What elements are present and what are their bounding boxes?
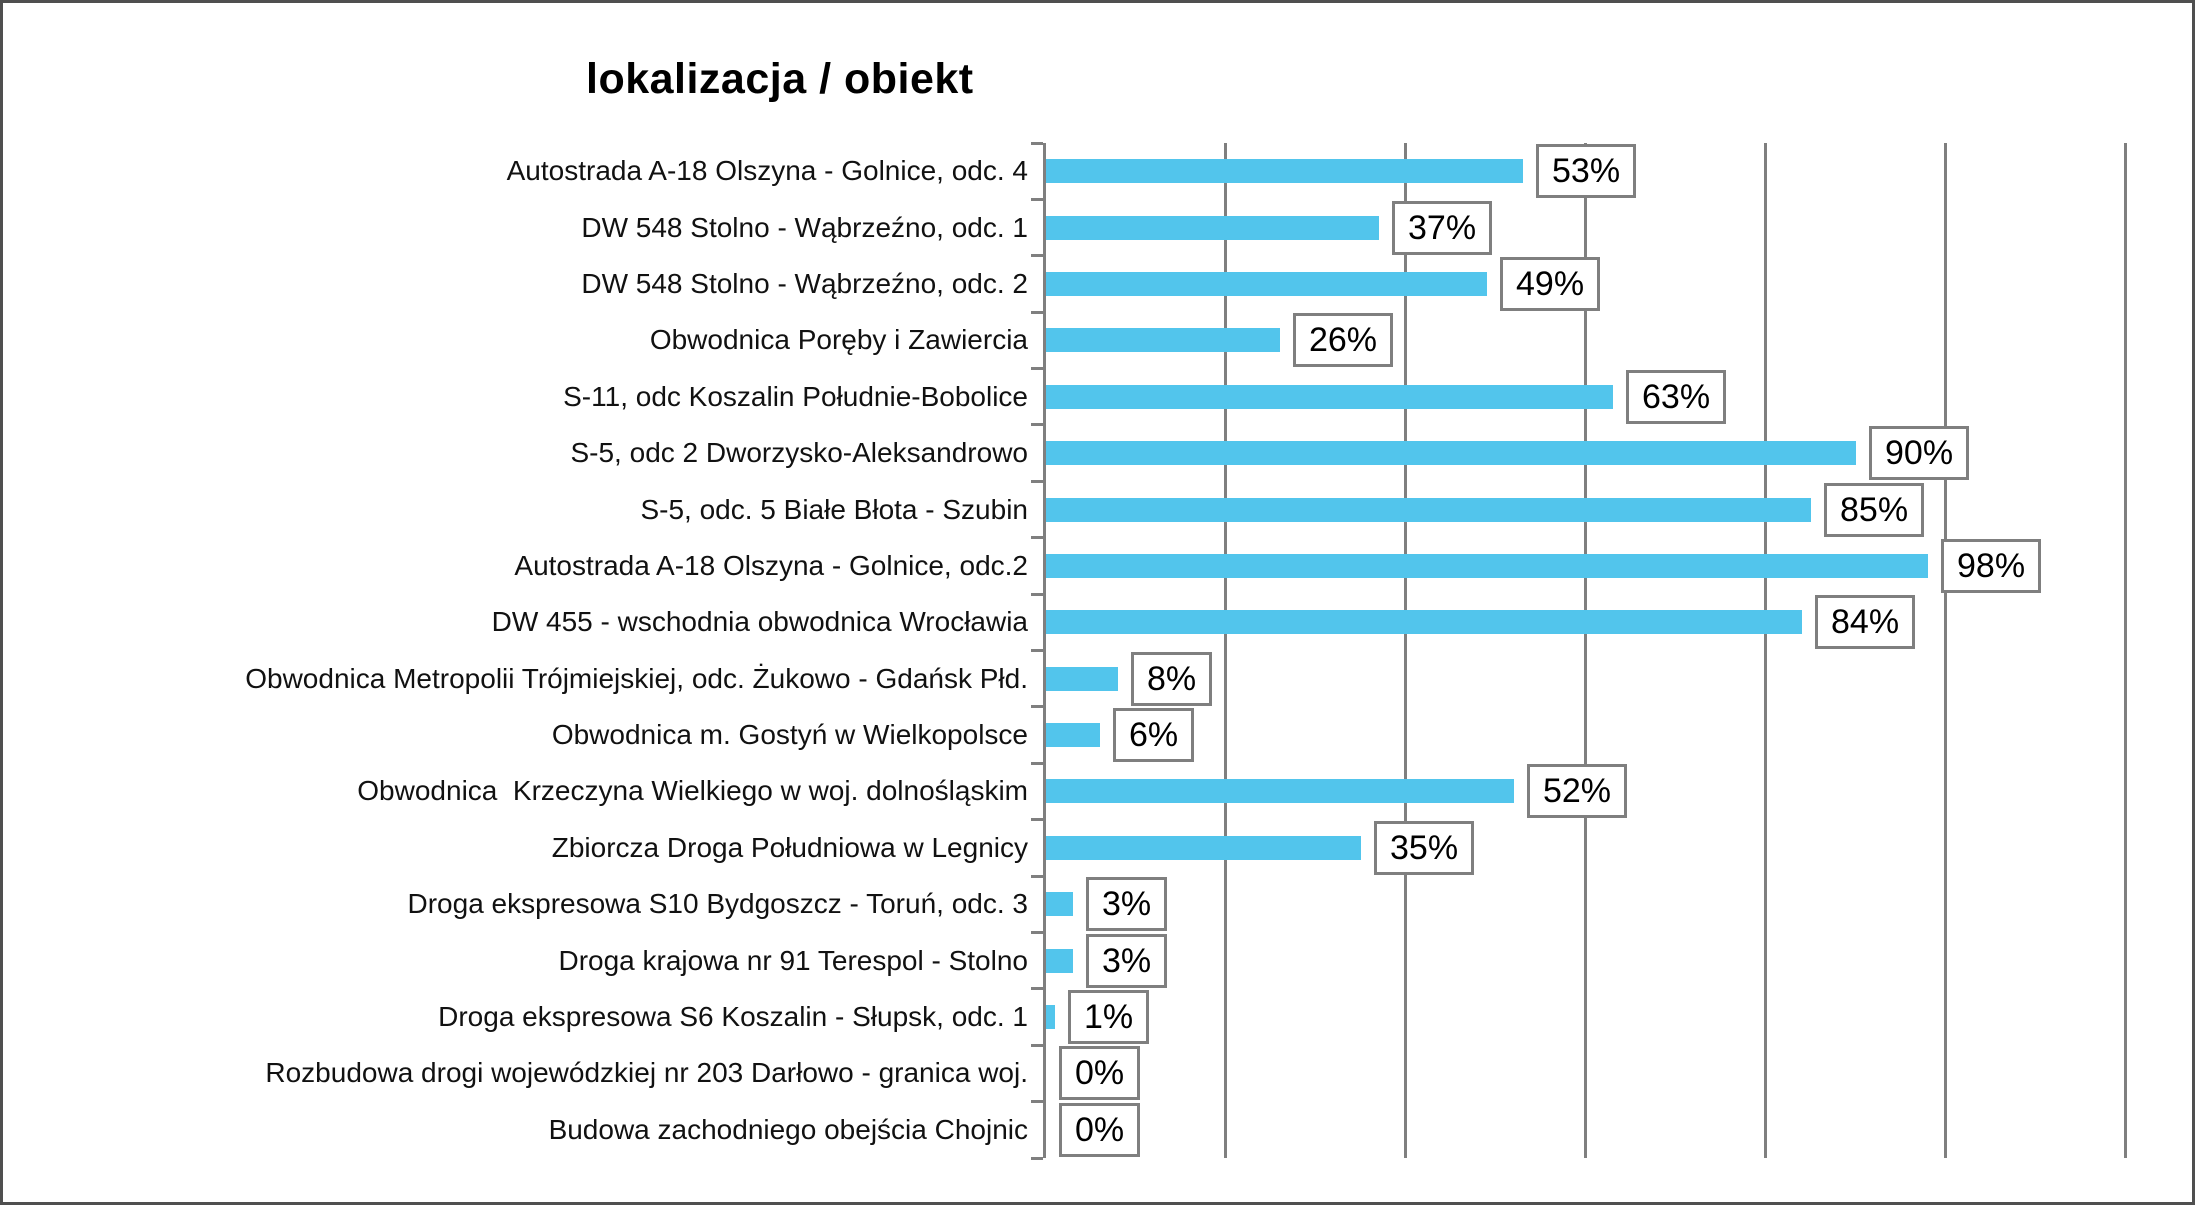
value-label: 85% (1824, 482, 1925, 537)
category-axis: Autostrada A-18 Olszyna - Golnice, odc. … (3, 143, 1028, 1158)
value-label: 35% (1374, 820, 1475, 875)
category-label: S-5, odc 2 Dworzysko-Aleksandrowo (570, 437, 1028, 469)
category-label: DW 455 - wschodnia obwodnica Wrocławia (491, 606, 1028, 638)
axis-tick (1031, 254, 1043, 258)
axis-tick (1031, 705, 1043, 709)
value-label: 0% (1059, 1102, 1141, 1157)
axis-tick (1031, 818, 1043, 822)
category-label: DW 548 Stolno - Wąbrzeźno, odc. 2 (581, 267, 1028, 299)
axis-tick (1031, 479, 1043, 483)
chart-title: lokalizacja / obiekt (586, 55, 974, 103)
bar (1046, 723, 1100, 748)
axis-tick (1031, 1156, 1043, 1160)
category-label: Autostrada A-18 Olszyna - Golnice, odc. … (506, 155, 1028, 187)
axis-tick (1031, 1043, 1043, 1047)
axis-tick (1031, 141, 1043, 145)
category-label: Obwodnica Krzeczyna Wielkiego w woj. dol… (357, 775, 1028, 807)
category-label: Obwodnica Poręby i Zawiercia (649, 324, 1028, 356)
bar (1046, 497, 1811, 522)
category-label: Zbiorcza Droga Południowa w Legnicy (551, 831, 1028, 863)
axis-tick (1031, 761, 1043, 765)
gridline (1944, 143, 1947, 1158)
axis-tick (1031, 874, 1043, 878)
category-label: Budowa zachodniego obejścia Chojnic (548, 1113, 1028, 1145)
value-label: 53% (1536, 144, 1637, 199)
bar (1046, 835, 1361, 860)
value-label: 49% (1500, 256, 1601, 311)
axis-tick (1031, 310, 1043, 314)
axis-tick (1031, 930, 1043, 934)
value-label: 26% (1292, 313, 1394, 368)
category-label: S-5, odc. 5 Białe Błota - Szubin (640, 493, 1028, 525)
bar (1046, 1005, 1055, 1030)
category-label: Droga krajowa nr 91 Terespol - Stolno (558, 944, 1028, 976)
value-label: 8% (1130, 651, 1213, 706)
bar (1046, 328, 1280, 353)
gridline (1584, 143, 1587, 1158)
gridline (2124, 143, 2127, 1158)
category-label: Droga ekspresowa S6 Koszalin - Słupsk, o… (438, 1001, 1028, 1033)
bar (1046, 948, 1073, 973)
bar (1046, 553, 1928, 578)
axis-tick (1031, 592, 1043, 596)
value-label: 52% (1526, 764, 1628, 819)
gridline (1403, 143, 1407, 1158)
bar (1046, 384, 1613, 409)
axis-tick (1031, 987, 1043, 991)
value-label: 3% (1086, 877, 1168, 932)
category-label: Obwodnica m. Gostyń w Wielkopolsce (551, 719, 1028, 751)
category-label: DW 548 Stolno - Wąbrzeźno, odc. 1 (581, 211, 1028, 243)
gridline (1763, 143, 1767, 1158)
category-label: S-11, odc Koszalin Południe-Bobolice (563, 380, 1028, 412)
bar (1046, 610, 1802, 635)
category-label: Droga ekspresowa S10 Bydgoszcz - Toruń, … (407, 888, 1028, 920)
bar (1046, 666, 1118, 691)
bar (1046, 779, 1514, 804)
bar (1046, 215, 1379, 240)
value-label: 98% (1941, 538, 2042, 593)
plot-area: 53% 37% 49% 26% 63% 90% 85% 98% 84% 8% 6% 52% 35% 3% 3… (1031, 141, 2127, 1160)
value-label: 37% (1392, 200, 1493, 255)
category-label: Obwodnica Metropolii Trójmiejskiej, odc.… (245, 662, 1028, 694)
bar (1046, 271, 1487, 296)
axis-tick (1031, 423, 1043, 427)
value-label: 84% (1815, 595, 1916, 650)
category-label: Rozbudowa drogi wojewódzkiej nr 203 Darł… (265, 1057, 1028, 1089)
value-label: 63% (1626, 369, 1727, 424)
bar (1046, 159, 1523, 184)
category-label: Autostrada A-18 Olszyna - Golnice, odc.2 (514, 549, 1028, 581)
value-label: 90% (1869, 426, 1970, 481)
value-label: 3% (1086, 933, 1168, 988)
bar (1046, 441, 1856, 466)
gridline (1223, 143, 1227, 1158)
axis-tick (1031, 367, 1043, 371)
axis-tick (1031, 1100, 1043, 1104)
bar (1046, 892, 1073, 917)
axis-tick (1031, 649, 1043, 652)
value-label: 1% (1068, 990, 1150, 1045)
axis-tick (1031, 197, 1043, 201)
axis-tick (1031, 536, 1043, 540)
value-label: 0% (1059, 1046, 1141, 1101)
value-label: 6% (1113, 708, 1195, 763)
